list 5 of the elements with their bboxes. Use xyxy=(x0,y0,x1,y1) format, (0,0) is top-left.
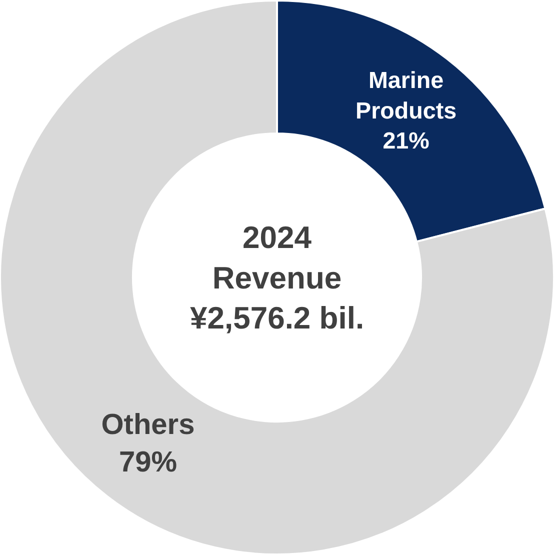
data-label: 21% xyxy=(382,128,430,154)
data-label: 79% xyxy=(118,446,178,479)
text: 2024 Revenue ¥2,576.2 bil. xyxy=(190,220,364,336)
slice-label: Others xyxy=(101,408,195,441)
slice-label: Marine Products xyxy=(356,67,457,124)
